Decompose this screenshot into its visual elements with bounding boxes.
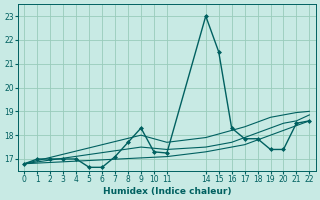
X-axis label: Humidex (Indice chaleur): Humidex (Indice chaleur) [103,187,231,196]
